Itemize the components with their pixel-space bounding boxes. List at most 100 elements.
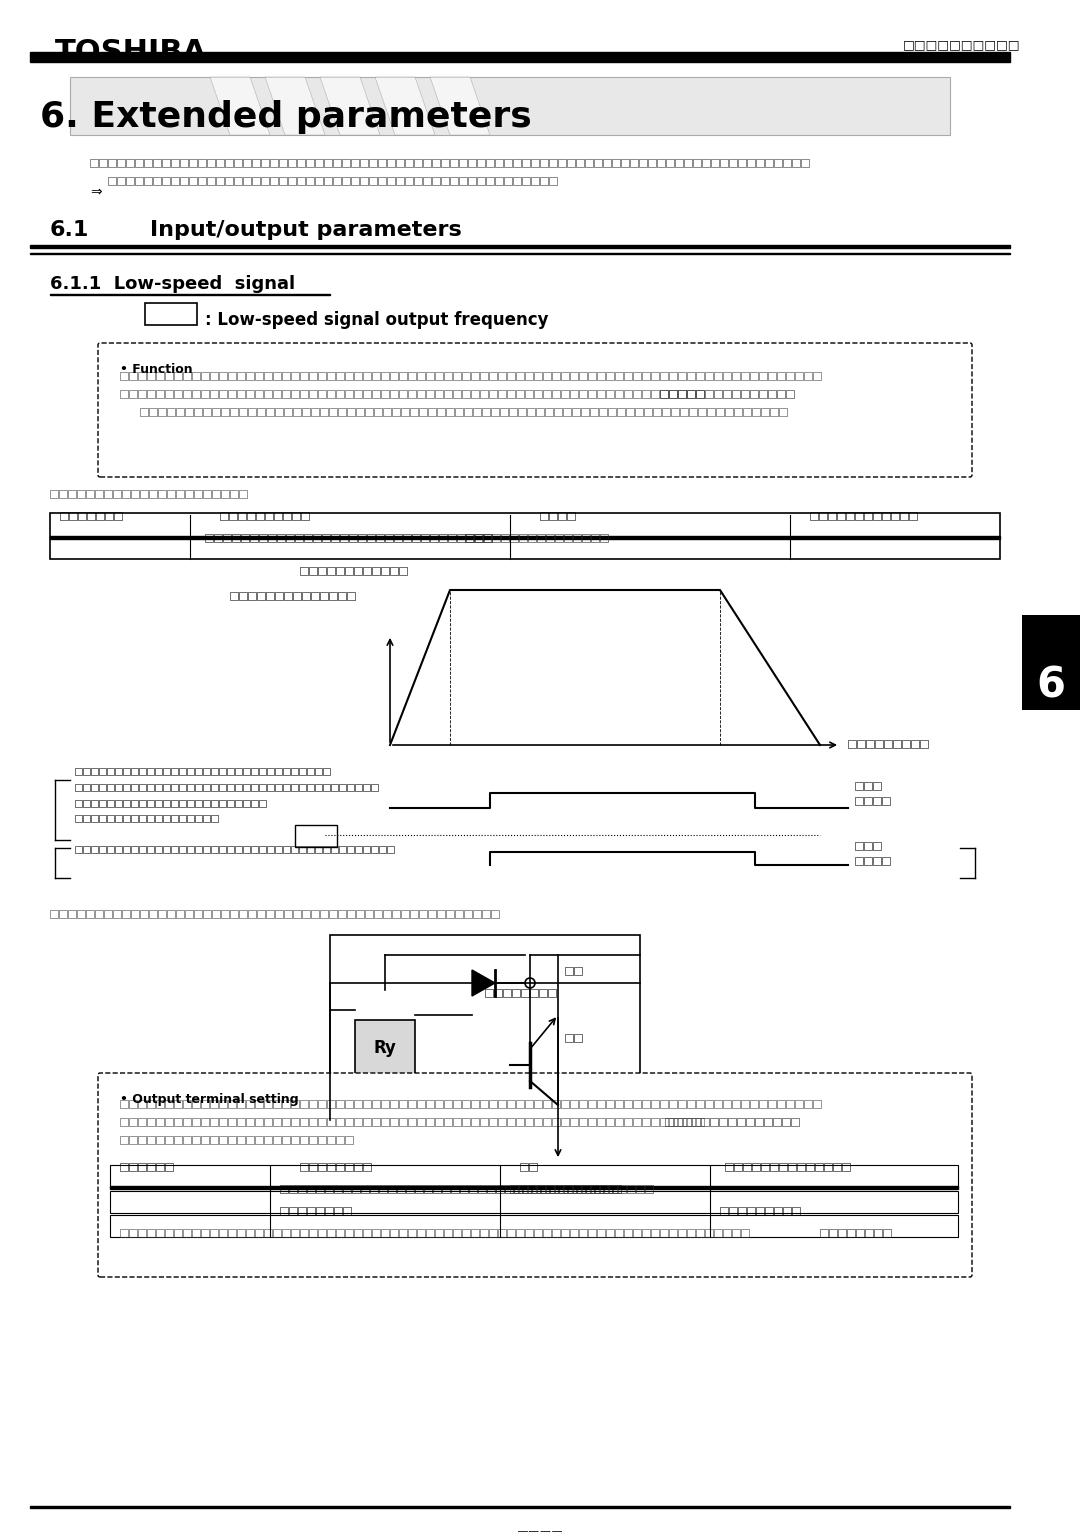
Bar	[131, 768, 138, 775]
Bar	[415, 1184, 423, 1193]
Bar	[363, 372, 372, 380]
Bar	[410, 910, 418, 918]
Bar	[246, 1229, 254, 1236]
Bar	[228, 1118, 237, 1126]
Bar	[225, 178, 233, 185]
Bar	[351, 178, 359, 185]
Bar	[554, 408, 562, 417]
Bar	[864, 843, 872, 850]
Bar	[171, 178, 179, 185]
Bar	[183, 391, 191, 398]
Bar	[329, 408, 337, 417]
Bar	[288, 178, 296, 185]
Bar	[387, 178, 395, 185]
Bar	[471, 391, 480, 398]
Bar	[707, 408, 715, 417]
Bar	[235, 846, 242, 853]
Bar	[246, 1137, 254, 1144]
Bar	[108, 159, 116, 167]
Bar	[201, 1100, 210, 1108]
Bar	[243, 846, 249, 853]
Bar	[743, 1163, 751, 1170]
Bar	[283, 784, 291, 791]
Bar	[266, 910, 274, 918]
Bar	[874, 1229, 882, 1236]
Bar	[354, 391, 362, 398]
Bar	[534, 1229, 542, 1236]
Bar	[612, 159, 620, 167]
Bar	[363, 1229, 372, 1236]
Bar	[315, 159, 323, 167]
Bar	[414, 159, 422, 167]
Bar	[669, 1100, 677, 1108]
Bar	[90, 159, 98, 167]
Bar	[522, 159, 530, 167]
Bar	[579, 1118, 588, 1126]
Text: : Low-speed signal output frequency: : Low-speed signal output frequency	[205, 311, 549, 329]
Bar	[147, 1100, 156, 1108]
Bar	[189, 178, 197, 185]
Bar	[50, 513, 1000, 559]
Bar	[459, 178, 467, 185]
Bar	[882, 512, 890, 519]
Bar	[83, 815, 90, 823]
Bar	[257, 408, 265, 417]
Bar	[298, 1184, 306, 1193]
Bar	[693, 159, 701, 167]
Bar	[399, 1118, 407, 1126]
Bar	[635, 408, 643, 417]
Bar	[230, 910, 238, 918]
Bar	[273, 1118, 281, 1126]
Bar	[698, 408, 706, 417]
Bar	[779, 408, 787, 417]
Bar	[579, 1229, 588, 1236]
Bar	[273, 391, 281, 398]
Bar	[401, 408, 409, 417]
Polygon shape	[472, 970, 495, 996]
Bar	[460, 1184, 468, 1193]
Bar	[510, 1184, 518, 1193]
Bar	[228, 372, 237, 380]
Bar	[801, 159, 809, 167]
Bar	[323, 784, 330, 791]
Bar	[539, 990, 546, 997]
Bar	[219, 846, 226, 853]
Bar	[275, 846, 282, 853]
Bar	[162, 178, 170, 185]
Bar	[131, 910, 139, 918]
Bar	[283, 846, 291, 853]
Bar	[343, 1184, 351, 1193]
Bar	[453, 1118, 461, 1126]
Bar	[855, 512, 863, 519]
Bar	[687, 391, 696, 398]
Bar	[201, 1118, 210, 1126]
Bar	[229, 512, 237, 519]
Bar	[665, 1118, 673, 1126]
Bar	[91, 784, 98, 791]
Bar	[320, 591, 328, 601]
Bar	[246, 1118, 254, 1126]
Bar	[192, 372, 200, 380]
Bar	[588, 372, 596, 380]
Bar	[256, 512, 264, 519]
Bar	[316, 1184, 324, 1193]
Bar	[381, 1229, 389, 1236]
Bar	[518, 408, 526, 417]
Bar	[559, 1184, 567, 1193]
Bar	[414, 178, 422, 185]
Bar	[140, 408, 148, 417]
Bar	[519, 1163, 528, 1170]
Bar	[756, 1207, 764, 1215]
Bar	[234, 159, 242, 167]
Bar	[309, 1118, 318, 1126]
Bar	[846, 512, 854, 519]
Bar	[423, 159, 431, 167]
Bar	[866, 740, 874, 748]
Bar	[522, 178, 530, 185]
Bar	[237, 1100, 245, 1108]
Bar	[135, 178, 143, 185]
Bar	[444, 1118, 453, 1126]
Bar	[432, 159, 440, 167]
Bar	[230, 490, 238, 498]
Bar	[552, 1118, 561, 1126]
